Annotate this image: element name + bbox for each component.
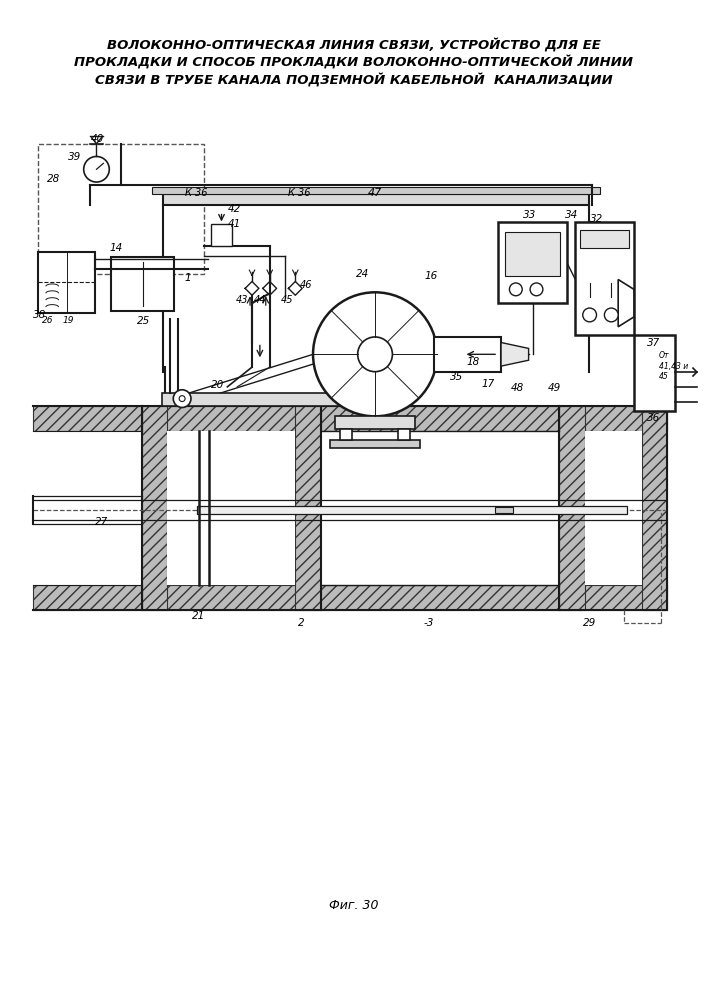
Bar [38, 252, 95, 313]
Text: К 36: К 36 [185, 188, 207, 198]
Bar [585, 431, 642, 585]
Text: 16: 16 [424, 271, 438, 281]
Bar [559, 406, 667, 431]
Text: От
41,43 и
45: От 41,43 и 45 [658, 351, 688, 381]
Text: Фиг. 30: Фиг. 30 [329, 899, 378, 912]
Text: 29: 29 [583, 618, 596, 628]
Bar [642, 406, 667, 610]
Text: 40: 40 [90, 134, 104, 144]
Circle shape [358, 337, 392, 372]
Bar [33, 585, 142, 610]
Bar [111, 257, 174, 311]
Bar [321, 585, 559, 610]
Text: 35: 35 [450, 372, 463, 382]
Bar [559, 406, 667, 610]
Bar [163, 194, 589, 205]
Bar [142, 585, 321, 610]
Text: 47: 47 [368, 188, 382, 198]
Text: 20: 20 [211, 380, 224, 390]
Circle shape [173, 390, 191, 407]
Text: -3: -3 [424, 618, 434, 628]
Text: 21: 21 [192, 611, 206, 621]
Text: 18: 18 [467, 357, 480, 367]
Bar [142, 406, 321, 610]
Text: ВОЛОКОННО-ОПТИЧЕСКАЯ ЛИНИЯ СВЯЗИ, УСТРОЙСТВО ДЛЯ ЕЕ: ВОЛОКОННО-ОПТИЧЕСКАЯ ЛИНИЯ СВЯЗИ, УСТРОЙ… [107, 37, 600, 51]
Bar [33, 406, 142, 431]
Text: 45: 45 [281, 295, 293, 305]
Text: 19: 19 [62, 316, 74, 325]
Text: 25: 25 [137, 316, 151, 326]
Bar [559, 406, 585, 610]
Text: 41: 41 [228, 219, 241, 229]
Bar [575, 222, 634, 335]
Bar [559, 585, 667, 610]
Text: 42: 42 [228, 204, 241, 214]
Text: СВЯЗИ В ТРУБЕ КАНАЛА ПОДЗЕМНОЙ КАБЕЛЬНОЙ  КАНАЛИЗАЦИИ: СВЯЗИ В ТРУБЕ КАНАЛА ПОДЗЕМНОЙ КАБЕЛЬНОЙ… [95, 73, 612, 87]
Bar [580, 230, 629, 248]
Text: 48: 48 [511, 383, 525, 393]
Text: 14: 14 [110, 243, 123, 253]
Text: 17: 17 [481, 379, 495, 389]
Text: 2: 2 [298, 618, 305, 628]
Circle shape [83, 156, 110, 182]
Bar [33, 431, 142, 585]
Bar [296, 406, 321, 610]
Bar [163, 393, 369, 406]
Text: 44: 44 [254, 295, 266, 305]
Bar [211, 224, 233, 246]
Bar [168, 431, 296, 585]
Bar [634, 335, 675, 411]
Bar [498, 222, 567, 303]
Bar [505, 232, 560, 276]
Text: 28: 28 [47, 174, 60, 184]
Text: 1: 1 [185, 273, 192, 283]
Text: ПРОКЛАДКИ И СПОСОБ ПРОКЛАДКИ ВОЛОКОННО-ОПТИЧЕСКОЙ ЛИНИИ: ПРОКЛАДКИ И СПОСОБ ПРОКЛАДКИ ВОЛОКОННО-О… [74, 55, 633, 69]
Text: 27: 27 [95, 517, 108, 527]
Text: 46: 46 [300, 280, 312, 290]
Bar [329, 440, 421, 448]
Bar [321, 406, 559, 431]
Text: 33: 33 [523, 210, 536, 220]
Text: 32: 32 [590, 214, 603, 224]
Circle shape [313, 292, 437, 416]
Text: 37: 37 [647, 338, 660, 348]
Text: 36: 36 [647, 413, 660, 423]
Bar [434, 337, 501, 372]
Bar [339, 429, 352, 440]
Bar [142, 406, 168, 610]
Polygon shape [501, 343, 529, 366]
Text: К 36: К 36 [288, 188, 310, 198]
Text: 49: 49 [548, 383, 561, 393]
Text: 34: 34 [566, 210, 578, 220]
Text: 38: 38 [33, 310, 46, 320]
Bar [197, 506, 627, 514]
Bar [334, 416, 416, 429]
Bar [38, 144, 204, 274]
Text: 24: 24 [356, 269, 369, 279]
Text: 39: 39 [68, 152, 81, 162]
Circle shape [604, 308, 618, 322]
Bar [151, 187, 600, 194]
Polygon shape [618, 280, 634, 327]
Circle shape [583, 308, 597, 322]
Bar [321, 431, 559, 585]
Text: 43: 43 [236, 295, 248, 305]
Circle shape [530, 283, 543, 296]
Bar [495, 507, 513, 513]
Bar [142, 406, 321, 431]
Circle shape [179, 396, 185, 402]
Text: 26: 26 [42, 316, 53, 325]
Circle shape [510, 283, 522, 296]
Bar [398, 429, 411, 440]
